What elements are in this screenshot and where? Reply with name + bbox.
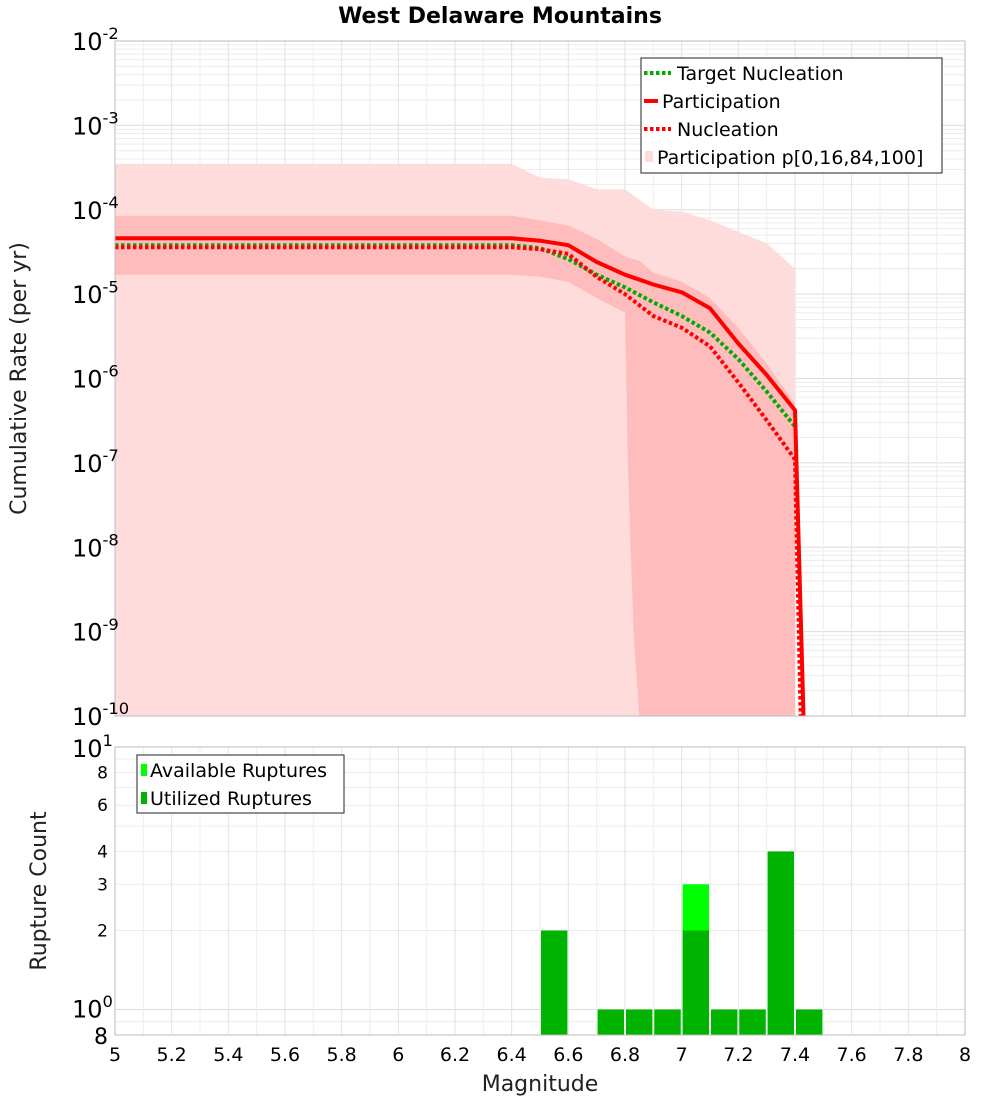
legend-swatch bbox=[141, 764, 147, 776]
bar-series-utilized-ruptures bbox=[541, 851, 823, 1035]
legend-label: Nucleation bbox=[677, 119, 779, 141]
participation-band-inner bbox=[115, 215, 795, 716]
xtick-label: 7.6 bbox=[837, 1044, 867, 1066]
top-ytick-label: 10-5 bbox=[72, 277, 119, 309]
xtick-label: 6.6 bbox=[553, 1044, 583, 1066]
top-ytick-label: 10-4 bbox=[72, 193, 119, 225]
chart-title: West Delaware Mountains bbox=[338, 4, 662, 29]
bottom-ytick-minor-label: 3 bbox=[97, 875, 108, 895]
bottom-ytick-minor-label: 8 bbox=[97, 763, 108, 783]
xtick-label: 5.6 bbox=[270, 1044, 300, 1066]
legend-swatch bbox=[645, 151, 653, 162]
xtick-label: 6.8 bbox=[610, 1044, 640, 1066]
bottom-ytick-minor-label: 2 bbox=[97, 922, 108, 942]
bottom-ytick-major-label: 101 bbox=[72, 731, 113, 763]
bar bbox=[682, 930, 709, 1035]
legend-swatch bbox=[141, 792, 147, 804]
bar bbox=[541, 930, 568, 1035]
top-ytick-label: 10-10 bbox=[72, 699, 129, 731]
bottom-legend: Available Ruptures Utilized Ruptures bbox=[136, 754, 345, 814]
bar bbox=[711, 1009, 738, 1035]
bottom-legend-box bbox=[136, 754, 345, 814]
bottom-ylabel: Rupture Count bbox=[27, 811, 52, 971]
xtick-label: 7.4 bbox=[780, 1044, 810, 1066]
bar bbox=[597, 1009, 624, 1035]
xtick-label: 7 bbox=[676, 1044, 688, 1066]
bar bbox=[767, 851, 794, 1035]
top-ylabel: Cumulative Rate (per yr) bbox=[7, 242, 32, 515]
top-ytick-label: 10-2 bbox=[72, 24, 119, 56]
xtick-label: 5.8 bbox=[327, 1044, 357, 1066]
top-legend: Target Nucleation Participation Nucleation… bbox=[640, 57, 943, 174]
legend-label: Participation p[0,16,84,100] bbox=[657, 147, 923, 169]
legend-label: Target Nucleation bbox=[676, 63, 844, 85]
rate-chart: 10-10 10-9 10-8 10-7 10-6 10-5 10-4 10-3 10-2 Cum… bbox=[7, 24, 966, 731]
bar bbox=[654, 1009, 681, 1035]
bottom-ytick-minor-label: 6 bbox=[97, 796, 108, 816]
series-line-participation bbox=[115, 236, 806, 716]
xtick-label: 7.2 bbox=[723, 1044, 753, 1066]
xtick-label: 8 bbox=[959, 1044, 971, 1066]
xtick-label: 6.4 bbox=[497, 1044, 527, 1066]
bar bbox=[739, 1009, 766, 1035]
bottom-ytick-minor-label: 4 bbox=[97, 842, 108, 862]
xtick-label: 6.2 bbox=[440, 1044, 470, 1066]
top-ytick-label: 10-7 bbox=[72, 446, 119, 478]
top-legend-box bbox=[640, 57, 943, 174]
top-ytick-label: 10-9 bbox=[72, 615, 119, 647]
xtick-label: 5 bbox=[109, 1044, 121, 1066]
xtick-label: 5.2 bbox=[157, 1044, 187, 1066]
top-ytick-label: 10-8 bbox=[72, 530, 119, 562]
bar bbox=[626, 1009, 653, 1035]
bottom-plot-frame bbox=[114, 746, 966, 1036]
xtick-label: 7.8 bbox=[893, 1044, 923, 1066]
top-ytick-label: 10-3 bbox=[72, 109, 119, 141]
legend-label: Available Ruptures bbox=[150, 760, 327, 782]
legend-label: Participation bbox=[662, 91, 781, 113]
bottom-ytick-major-label: 100 bbox=[72, 992, 113, 1024]
xtick-label: 6 bbox=[392, 1044, 404, 1066]
bar bbox=[796, 1009, 823, 1035]
bottom-xlabel: Magnitude bbox=[482, 1072, 599, 1097]
legend-label: Utilized Ruptures bbox=[150, 788, 312, 810]
series-line-nucleation bbox=[115, 245, 803, 716]
top-plot-frame bbox=[114, 40, 966, 717]
bottom-ytick-minor-label: 8 bbox=[94, 1025, 108, 1050]
top-ytick-label: 10-6 bbox=[72, 362, 119, 394]
xtick-label: 5.4 bbox=[213, 1044, 243, 1066]
